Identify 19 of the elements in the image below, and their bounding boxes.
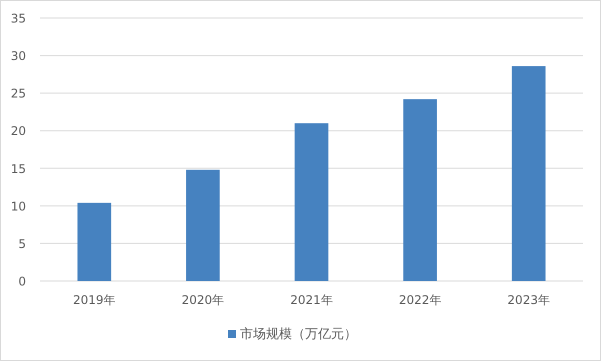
y-tick-label: 10	[10, 199, 26, 214]
bar	[186, 170, 220, 281]
x-tick-label: 2020年	[182, 293, 224, 307]
x-tick-label: 2023年	[507, 293, 550, 307]
legend-label: 市场规模（万亿元）	[240, 327, 357, 342]
y-tick-label: 15	[10, 162, 26, 176]
y-tick-label: 5	[18, 236, 26, 251]
y-tick-label: 0	[18, 274, 26, 288]
bar	[294, 123, 328, 281]
y-tick-label: 35	[10, 12, 26, 26]
x-tick-label: 2022年	[398, 293, 442, 307]
x-tick-label: 2021年	[290, 293, 333, 307]
y-tick-label: 25	[10, 86, 26, 101]
bar	[403, 99, 437, 281]
x-tick-label: 2019年	[73, 293, 116, 307]
y-tick-label: 30	[10, 49, 26, 64]
y-tick-label: 20	[10, 124, 26, 138]
bar	[77, 202, 112, 281]
bar	[512, 66, 546, 281]
